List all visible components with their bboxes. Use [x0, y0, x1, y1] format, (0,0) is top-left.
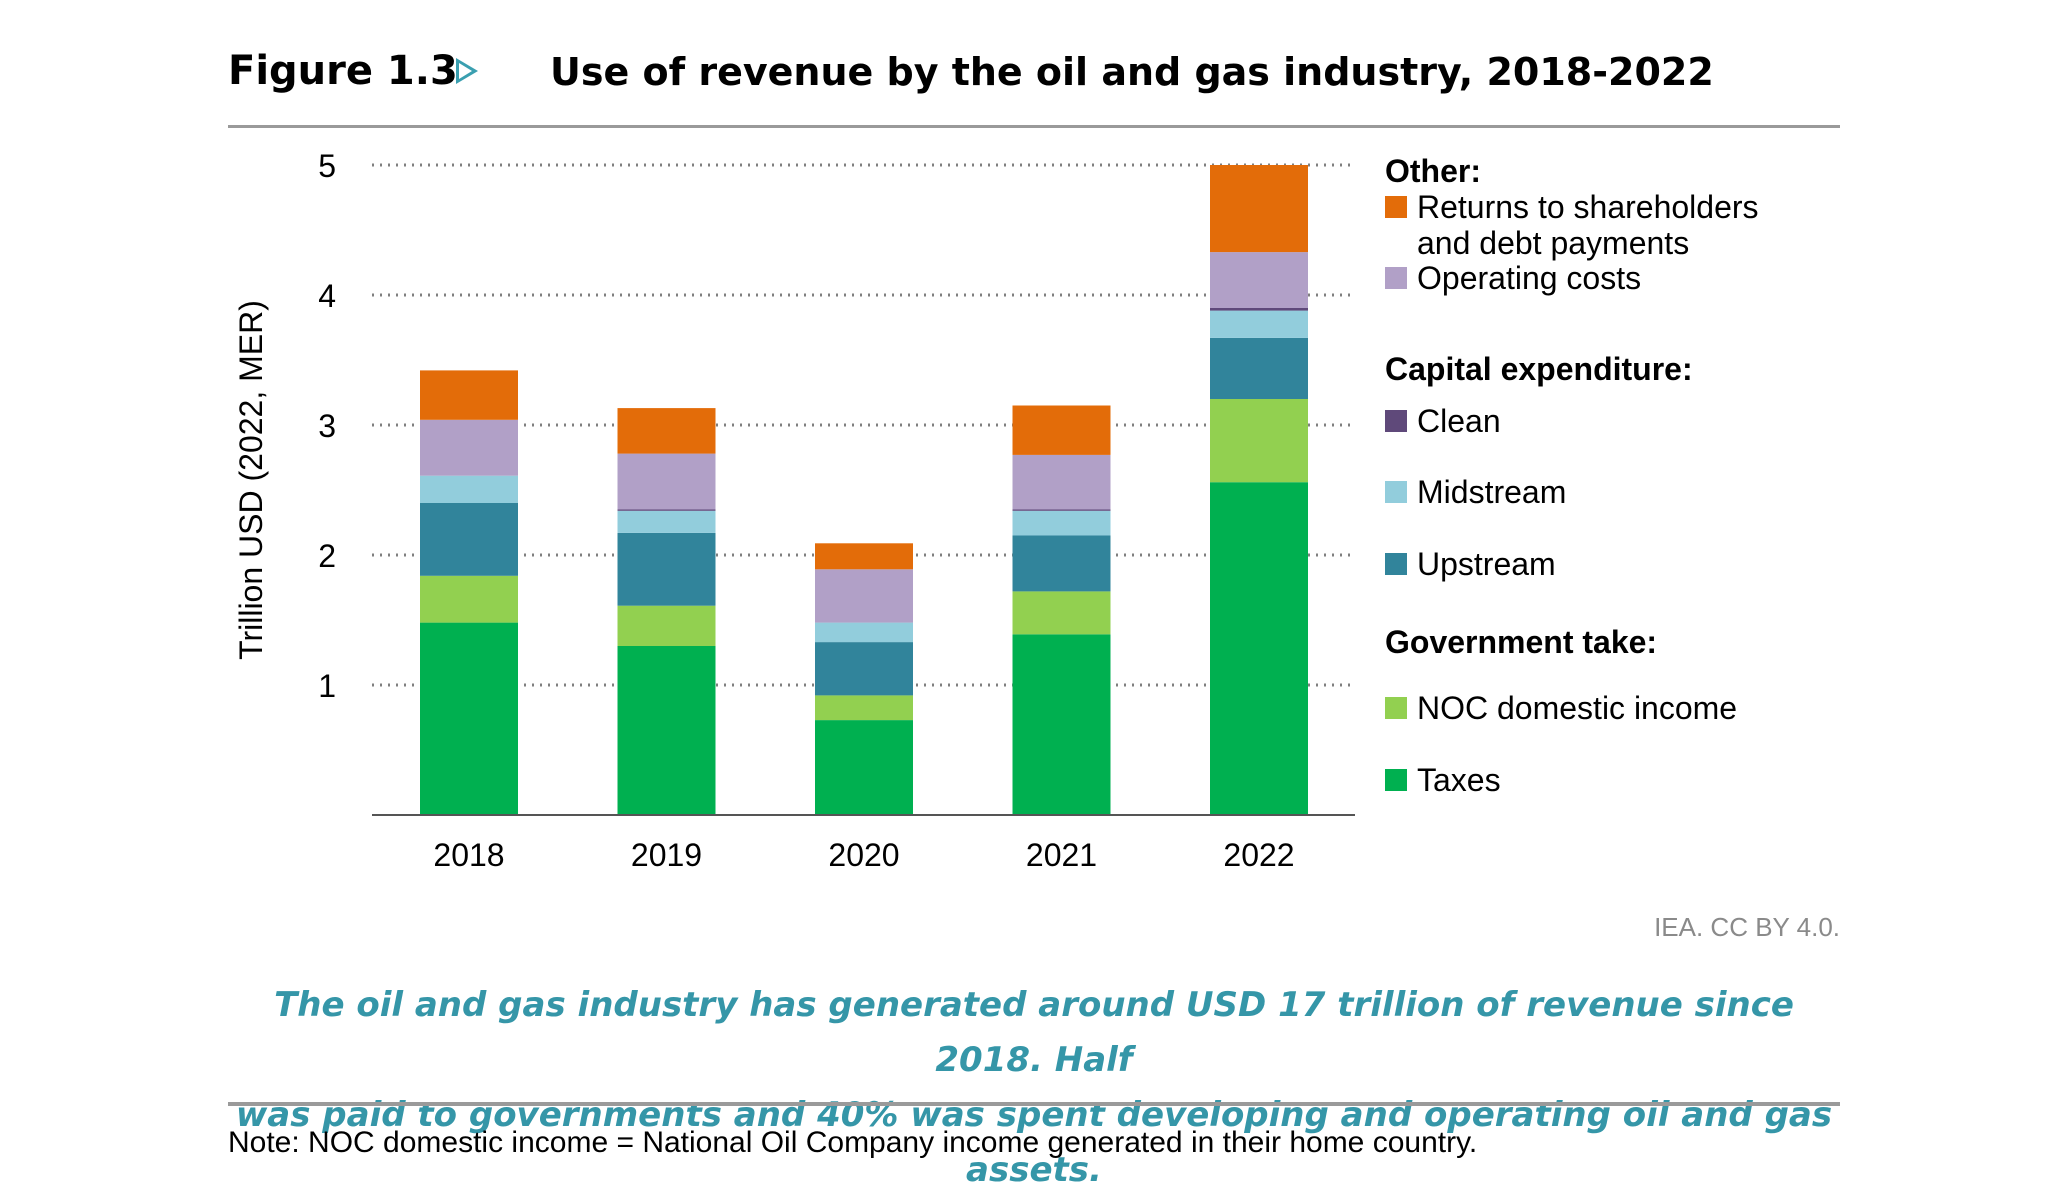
credit-text: IEA. CC BY 4.0. [1654, 912, 1840, 942]
legend-heading-returns: Other: [1385, 153, 1481, 189]
bar-midstream-2020 [815, 622, 913, 643]
bar-operating-2020 [815, 569, 913, 623]
bar-taxes-2021 [1012, 634, 1111, 815]
legend-swatch-noc [1385, 697, 1407, 719]
bar-returns-2022 [1210, 165, 1308, 253]
legend-label-returns: Returns to shareholders and debt payments [1417, 189, 1759, 261]
bar-operating-2021 [1012, 454, 1111, 510]
legend-swatch-upstream [1385, 553, 1407, 575]
bar-noc-2019 [617, 605, 716, 646]
y-tick-label-5: 5 [318, 148, 336, 184]
bar-taxes-2020 [815, 720, 913, 815]
bar-clean-2022 [1210, 308, 1308, 311]
triangle-right-icon [456, 58, 478, 84]
footnote: Note: NOC domestic income = National Oil… [228, 1126, 1478, 1159]
figure-label: Figure 1.3 [228, 48, 458, 94]
bar-midstream-2018 [420, 475, 518, 503]
y-tick-label-3: 3 [318, 408, 336, 444]
caption: The oil and gas industry has generated a… [228, 978, 1840, 1198]
legend-label-taxes: Taxes [1417, 762, 1501, 798]
legend-swatch-taxes [1385, 769, 1407, 791]
bar-operating-2018 [420, 419, 518, 476]
bar-noc-2022 [1210, 399, 1308, 483]
figure-title: Use of revenue by the oil and gas indust… [550, 50, 1714, 94]
legend-label-noc: NOC domestic income [1417, 690, 1737, 726]
x-tick-label-2018: 2018 [433, 837, 504, 873]
bar-returns-2021 [1012, 405, 1111, 455]
legend-swatch-midstream [1385, 481, 1407, 503]
top-rule [228, 125, 1840, 128]
bar-operating-2022 [1210, 252, 1308, 308]
bar-midstream-2021 [1012, 510, 1111, 536]
legend-swatch-returns [1385, 196, 1407, 218]
x-tick-label-2020: 2020 [828, 837, 899, 873]
legend-label-midstream: Midstream [1417, 474, 1566, 510]
bar-clean-2019 [617, 509, 716, 511]
bar-midstream-2019 [617, 510, 716, 533]
bar-midstream-2022 [1210, 310, 1308, 338]
bar-taxes-2022 [1210, 482, 1308, 815]
legend-label-operating: Operating costs [1417, 260, 1641, 296]
caption-line-2: was paid to governments and 40% was spen… [235, 1095, 1833, 1190]
legend-heading-clean: Capital expenditure: [1385, 351, 1693, 387]
y-axis-label: Trillion USD (2022, MER) [233, 300, 269, 660]
x-tick-label-2022: 2022 [1223, 837, 1294, 873]
bar-returns-2020 [815, 543, 913, 570]
bar-upstream-2021 [1012, 535, 1111, 592]
y-tick-label-1: 1 [318, 668, 336, 704]
bar-upstream-2018 [420, 503, 518, 576]
bar-returns-2019 [617, 408, 716, 454]
legend-label-upstream: Upstream [1417, 546, 1556, 582]
bar-taxes-2019 [617, 646, 716, 815]
x-tick-label-2019: 2019 [631, 837, 702, 873]
caption-line-1: The oil and gas industry has generated a… [274, 985, 1794, 1080]
bar-noc-2021 [1012, 591, 1111, 635]
y-tick-label-2: 2 [318, 538, 336, 574]
bar-operating-2019 [617, 453, 716, 510]
bar-upstream-2019 [617, 532, 716, 606]
bar-upstream-2022 [1210, 337, 1308, 399]
legend-label-clean: Clean [1417, 403, 1501, 439]
legend-swatch-operating [1385, 267, 1407, 289]
bottom-rule [228, 1102, 1840, 1106]
figure-header: Figure 1.3 Use of revenue by the oil and… [228, 48, 1838, 98]
y-tick-label-4: 4 [318, 278, 336, 314]
bar-taxes-2018 [420, 622, 518, 815]
legend-swatch-clean [1385, 410, 1407, 432]
bar-clean-2021 [1012, 509, 1111, 511]
stacked-bar-chart: 1 2 3 4 5 Trillion USD (2022, MER) 2018 2019 202… [233, 148, 1759, 873]
bar-noc-2018 [420, 575, 518, 623]
bar-upstream-2020 [815, 642, 913, 696]
legend-heading-noc: Government take: [1385, 624, 1657, 660]
x-tick-label-2021: 2021 [1026, 837, 1097, 873]
bar-returns-2018 [420, 370, 518, 420]
bar-noc-2020 [815, 695, 913, 721]
